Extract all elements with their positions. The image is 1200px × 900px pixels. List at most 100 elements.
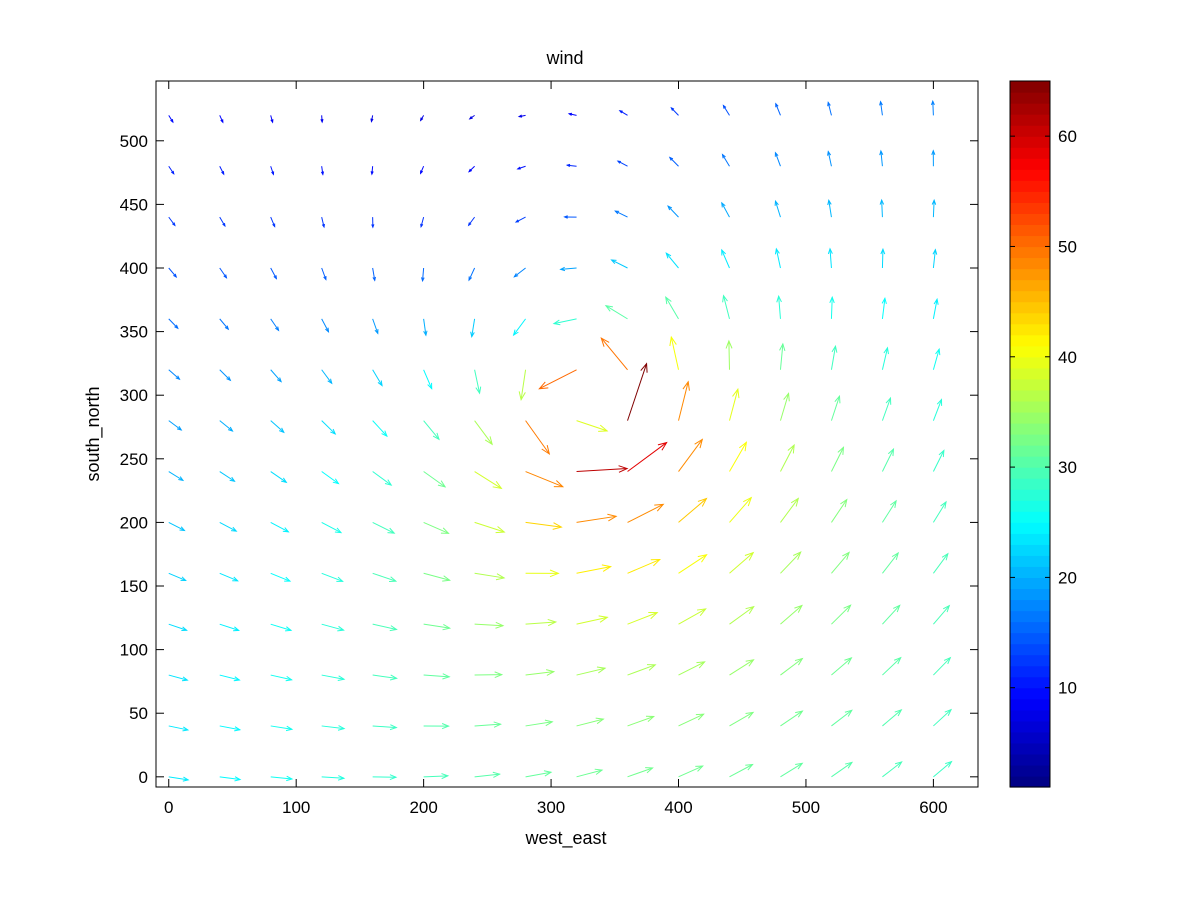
wind-arrow-head: [323, 276, 327, 281]
wind-arrow-head: [546, 669, 556, 676]
wind-arrow: [423, 673, 451, 680]
wind-arrow-head: [650, 559, 662, 567]
wind-arrow: [468, 114, 475, 120]
wind-arrow: [370, 115, 374, 123]
colorbar-segment: [1010, 731, 1050, 744]
wind-arrow: [270, 572, 292, 582]
wind-arrow-head: [610, 259, 617, 265]
wind-arrow-head: [941, 552, 949, 561]
wind-arrow-head: [697, 497, 708, 507]
colorbar-segment: [1010, 158, 1050, 170]
wind-arrow-head: [933, 297, 939, 305]
colorbar-segment: [1010, 621, 1050, 634]
wind-arrow: [627, 767, 654, 778]
colorbar-segment: [1010, 577, 1050, 590]
wind-arrow: [168, 776, 190, 782]
wind-arrow: [576, 420, 609, 432]
wind-arrow: [525, 420, 551, 455]
wind-arrow-head: [887, 447, 895, 457]
wind-arrow-shaft: [627, 363, 648, 421]
wind-arrow-shaft: [665, 252, 679, 269]
wind-arrow: [729, 659, 755, 676]
wind-arrow-shaft: [831, 604, 851, 625]
wind-arrow-head: [795, 762, 804, 770]
wind-arrow-shaft: [933, 761, 952, 778]
wind-arrow-shaft: [881, 200, 883, 218]
wind-arrow-head: [844, 709, 853, 717]
wind-arrow-head: [829, 295, 835, 304]
wind-arrow-shaft: [567, 164, 577, 167]
wind-arrow: [932, 248, 938, 269]
wind-arrow-head: [419, 117, 424, 122]
wind-arrow-shaft: [513, 267, 526, 278]
wind-arrow: [321, 521, 343, 534]
wind-arrow-shaft: [831, 762, 853, 778]
wind-arrow-shaft: [474, 773, 500, 778]
wind-arrow-head: [894, 761, 903, 769]
wind-arrow: [270, 471, 288, 484]
wind-arrow-head: [596, 666, 607, 674]
wind-arrow: [882, 604, 901, 625]
wind-arrow-head: [891, 551, 900, 561]
wind-arrow-head: [420, 170, 424, 175]
wind-arrow-head: [640, 362, 648, 373]
wind-arrow: [831, 761, 854, 778]
wind-arrow-shaft: [881, 448, 894, 472]
wind-arrow-shaft: [831, 657, 852, 676]
wind-arrow: [219, 572, 239, 582]
wind-arrow-head: [432, 432, 440, 441]
wind-arrow: [678, 438, 704, 472]
wind-arrow-head: [442, 623, 452, 631]
wind-arrow-shaft: [830, 346, 836, 370]
wind-arrow-head: [286, 775, 294, 782]
wind-arrow-head: [492, 480, 503, 490]
wind-arrow-shaft: [321, 369, 333, 384]
wind-arrow: [831, 551, 850, 574]
wind-arrow-shaft: [779, 393, 790, 421]
wind-arrow-head: [371, 224, 375, 229]
wind-arrow-shaft: [168, 674, 188, 681]
wind-arrow-head: [337, 725, 346, 731]
wind-arrow-head: [783, 392, 790, 402]
wind-arrow-head: [388, 576, 398, 583]
wind-arrow: [423, 723, 450, 730]
wind-arrow-head: [695, 765, 704, 772]
colorbar-tick-label: 60: [1058, 127, 1077, 146]
wind-arrow-shaft: [627, 442, 667, 472]
wind-arrow-head: [645, 767, 654, 774]
wind-arrow-head: [648, 612, 659, 620]
wind-arrow: [678, 765, 704, 778]
wind-arrow-shaft: [525, 721, 553, 727]
wind-arrow-shaft: [219, 674, 240, 681]
wind-arrow-shaft: [219, 471, 235, 482]
wind-arrow: [423, 369, 433, 390]
wind-arrow: [513, 267, 526, 278]
wind-arrow-head: [441, 773, 450, 780]
colorbar-segment: [1010, 456, 1050, 468]
wind-arrow-head: [178, 476, 185, 482]
wind-arrow: [827, 247, 833, 269]
wind-arrow-shaft: [881, 298, 886, 319]
wind-arrow: [830, 446, 845, 472]
wind-arrow: [678, 713, 705, 727]
x-axis-label: west_east: [524, 828, 606, 849]
wind-arrow: [931, 198, 937, 218]
wind-arrow-shaft: [779, 343, 784, 370]
wind-arrow-shaft: [270, 369, 282, 382]
colorbar-segment: [1010, 103, 1050, 115]
wind-arrow-head: [936, 398, 943, 406]
wind-arrow-shaft: [219, 623, 239, 631]
y-tick-label: 100: [120, 641, 148, 660]
wind-arrow-head: [738, 441, 748, 452]
wind-arrow-shaft: [932, 101, 934, 116]
wind-arrow: [525, 471, 565, 488]
wind-arrow: [516, 165, 526, 170]
wind-arrow-shaft: [722, 154, 730, 167]
wind-arrow-shaft: [880, 101, 883, 116]
wind-arrow: [517, 114, 526, 118]
wind-arrow: [879, 100, 883, 116]
wind-arrow-head: [493, 721, 502, 728]
wind-arrow-head: [170, 119, 174, 124]
wind-arrow: [168, 216, 176, 227]
